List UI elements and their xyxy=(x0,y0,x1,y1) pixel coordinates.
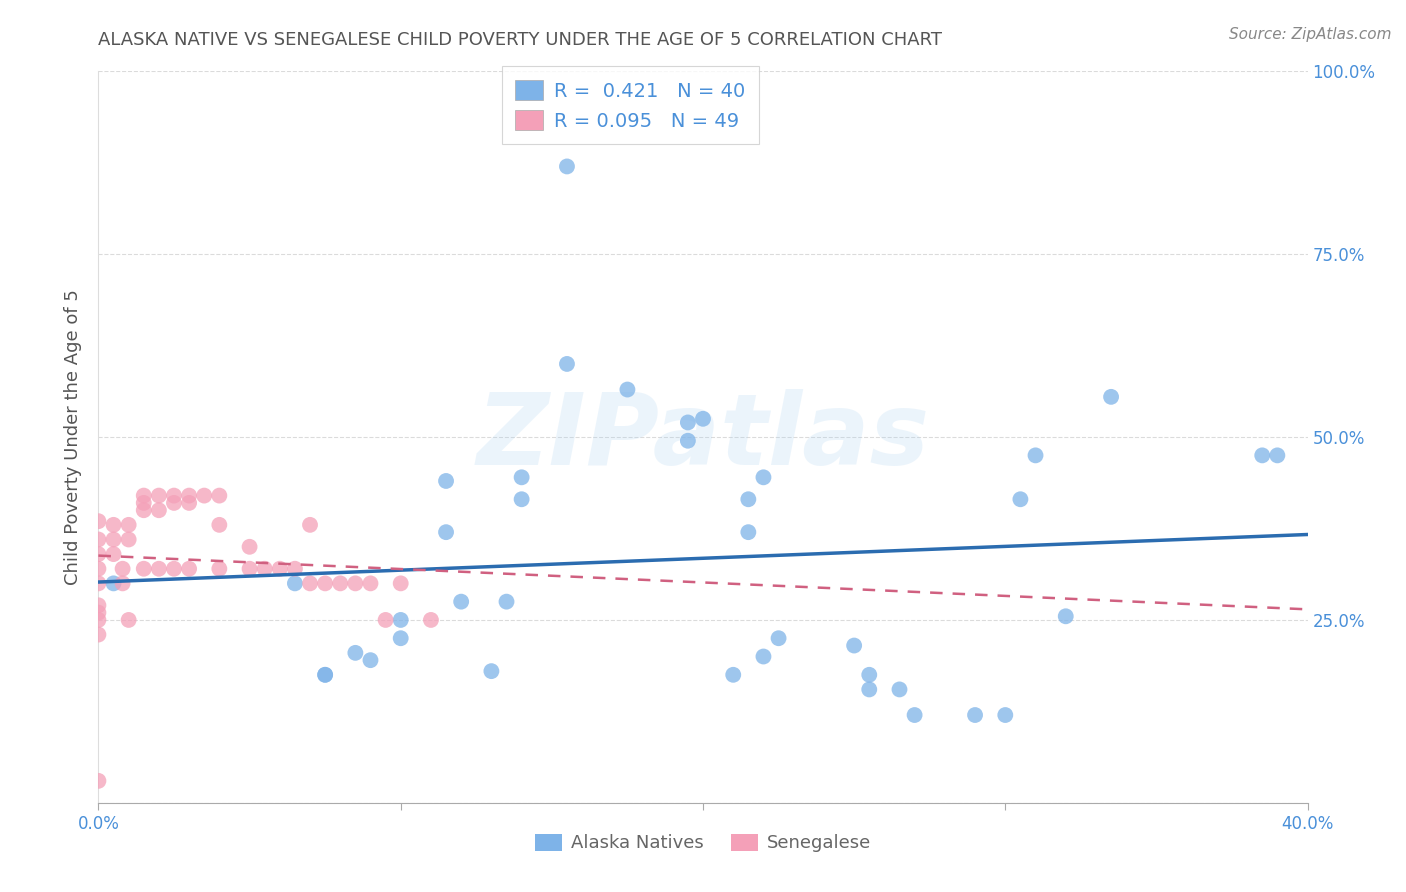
Point xyxy=(103,533,125,547)
Point xyxy=(676,416,699,430)
Point xyxy=(676,434,699,448)
Point xyxy=(118,533,141,547)
Point xyxy=(858,667,880,681)
Point xyxy=(723,667,745,681)
Point xyxy=(103,517,125,532)
Point xyxy=(889,682,911,697)
Point xyxy=(87,599,110,613)
Point xyxy=(904,708,927,723)
Point xyxy=(555,357,578,371)
Point xyxy=(495,594,517,608)
Text: Source: ZipAtlas.com: Source: ZipAtlas.com xyxy=(1229,27,1392,42)
Point xyxy=(1267,448,1289,462)
Point xyxy=(616,383,638,397)
Point xyxy=(510,492,533,507)
Point xyxy=(148,489,170,503)
Point xyxy=(87,606,110,620)
Point xyxy=(1251,448,1274,462)
Point xyxy=(1010,492,1032,507)
Point xyxy=(87,533,110,547)
Point xyxy=(253,562,276,576)
Point xyxy=(374,613,396,627)
Point xyxy=(87,562,110,576)
Point xyxy=(314,667,336,681)
Y-axis label: Child Poverty Under the Age of 5: Child Poverty Under the Age of 5 xyxy=(63,289,82,585)
Point xyxy=(844,639,866,653)
Point xyxy=(118,517,141,532)
Point xyxy=(752,649,775,664)
Point xyxy=(163,496,186,510)
Point xyxy=(360,653,382,667)
Point xyxy=(269,562,291,576)
Point xyxy=(994,708,1017,723)
Point xyxy=(163,489,186,503)
Point xyxy=(239,540,262,554)
Point xyxy=(179,496,201,510)
Point xyxy=(481,664,503,678)
Point xyxy=(434,474,457,488)
Point xyxy=(737,492,759,507)
Point xyxy=(555,160,578,174)
Point xyxy=(103,547,125,561)
Point xyxy=(179,562,201,576)
Point xyxy=(314,667,336,681)
Point xyxy=(420,613,443,627)
Point xyxy=(103,576,125,591)
Point xyxy=(768,632,790,646)
Point xyxy=(163,562,186,576)
Point xyxy=(87,547,110,561)
Point xyxy=(692,412,714,426)
Point xyxy=(87,627,110,641)
Point xyxy=(389,613,412,627)
Point xyxy=(239,562,262,576)
Point xyxy=(389,576,412,591)
Point xyxy=(450,594,472,608)
Point xyxy=(299,576,322,591)
Point xyxy=(208,489,231,503)
Point xyxy=(87,773,110,788)
Point xyxy=(965,708,987,723)
Point xyxy=(208,562,231,576)
Point xyxy=(148,562,170,576)
Point xyxy=(510,470,533,484)
Point xyxy=(434,525,457,540)
Point xyxy=(132,562,155,576)
Point xyxy=(284,562,307,576)
Point xyxy=(148,503,170,517)
Point xyxy=(132,489,155,503)
Point xyxy=(118,613,141,627)
Point xyxy=(87,514,110,528)
Point xyxy=(208,517,231,532)
Point xyxy=(111,562,134,576)
Point xyxy=(752,470,775,484)
Text: ZIPatlas: ZIPatlas xyxy=(477,389,929,485)
Point xyxy=(87,576,110,591)
Point xyxy=(87,613,110,627)
Point xyxy=(111,576,134,591)
Point xyxy=(132,496,155,510)
Point xyxy=(1054,609,1077,624)
Point xyxy=(329,576,352,591)
Point xyxy=(314,576,336,591)
Point xyxy=(299,517,322,532)
Point xyxy=(193,489,215,503)
Point xyxy=(1024,448,1046,462)
Point xyxy=(1099,390,1122,404)
Point xyxy=(179,489,201,503)
Legend: Alaska Natives, Senegalese: Alaska Natives, Senegalese xyxy=(527,826,879,860)
Point xyxy=(132,503,155,517)
Point xyxy=(737,525,759,540)
Point xyxy=(344,576,367,591)
Text: ALASKA NATIVE VS SENEGALESE CHILD POVERTY UNDER THE AGE OF 5 CORRELATION CHART: ALASKA NATIVE VS SENEGALESE CHILD POVERT… xyxy=(98,31,942,49)
Point xyxy=(344,646,367,660)
Point xyxy=(360,576,382,591)
Point xyxy=(858,682,880,697)
Point xyxy=(284,576,307,591)
Point xyxy=(389,632,412,646)
